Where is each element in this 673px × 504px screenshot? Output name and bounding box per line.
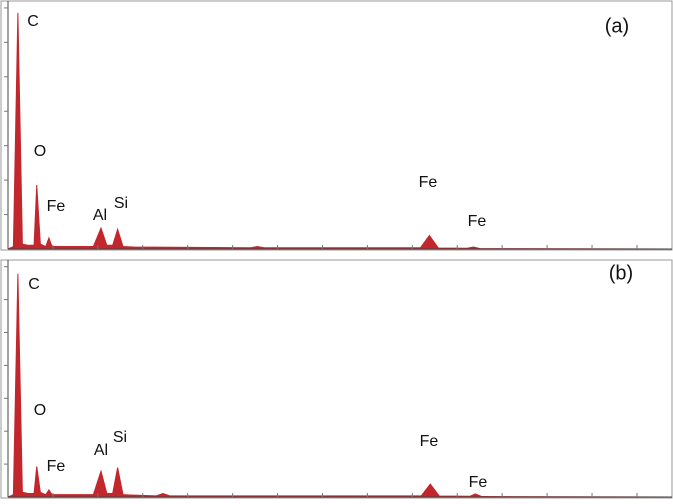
peak-label: Fe (419, 174, 438, 191)
peak-label: Fe (47, 458, 66, 475)
peak-label: O (34, 143, 46, 160)
peak-label: Si (114, 195, 128, 212)
peak-label: Fe (468, 213, 487, 230)
peak-label: Si (113, 429, 127, 446)
peak-label: Fe (469, 474, 488, 491)
panel-label: (a) (605, 15, 629, 37)
peak-label: C (28, 276, 40, 293)
spectrum (7, 273, 673, 498)
peak-label: Al (93, 207, 107, 224)
peak-label: O (34, 402, 46, 419)
peak-label: Fe (420, 433, 439, 450)
peak-label: Fe (47, 198, 66, 215)
panel-frame (0, 0, 673, 251)
panel-label: (b) (609, 262, 633, 284)
peak-label: C (27, 13, 39, 30)
peak-label: Al (94, 442, 108, 459)
spectrum (7, 12, 673, 250)
panel-frame (0, 259, 673, 499)
